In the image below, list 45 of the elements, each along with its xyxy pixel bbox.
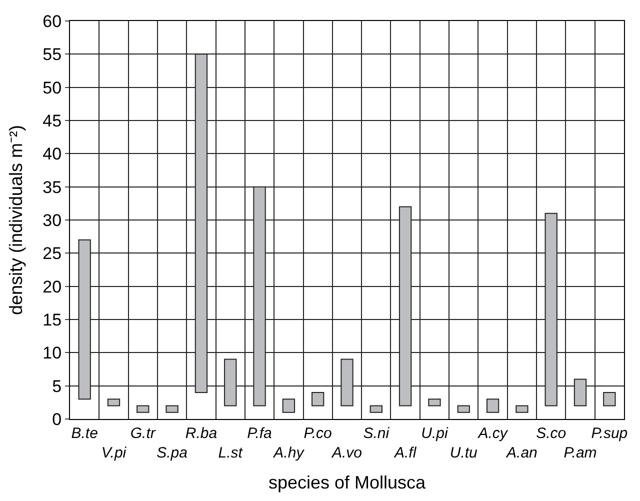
y-tick-label: 35 [42,178,62,197]
y-tick-label: 10 [42,344,62,363]
y-tick-label: 40 [42,144,62,164]
bar [516,405,528,413]
x-tick-label: S.pa [156,444,188,462]
x-axis-title: species of Mollusca [268,472,427,493]
x-tick-label: P.fa [247,425,272,442]
x-tick-label: A.fl [393,444,417,462]
y-tick-label: 15 [42,310,62,330]
x-tick-label: R.ba [185,425,218,442]
bar [166,405,178,413]
bar [457,405,470,413]
x-tick-label: U.pi [421,425,448,442]
y-tick-label: 0 [52,410,62,429]
bar [428,398,441,406]
x-tick-label: U.tu [450,444,478,462]
x-tick-label: P.sup [591,425,628,442]
x-tick-label: L.st [218,444,244,462]
y-axis-title: density (individuals m⁻²) [6,124,26,316]
bar [282,398,296,413]
bar [312,392,324,406]
x-tick-label: S.ni [363,425,390,442]
x-tick-label: A.vo [330,444,362,462]
y-tick-label: 60 [42,12,62,31]
x-tick-label: P.co [304,425,332,442]
y-tick-label: 55 [42,45,62,64]
x-tick-label: P.am [564,444,597,462]
x-tick-label: S.co [536,425,566,442]
x-tick-label: A.cy [477,425,509,442]
x-tick-label: A.an [506,444,538,462]
bar [486,398,500,413]
x-tick-label: B.te [71,425,98,442]
y-tick-label: 20 [42,277,62,296]
x-tick-label: G.tr [130,425,156,442]
bar [136,405,150,413]
x-tick-label: A.hy [272,444,306,462]
y-tick-label: 50 [42,78,62,98]
bar [603,392,616,406]
bar [107,398,120,406]
bar [370,405,382,413]
y-tick-label: 30 [42,210,62,230]
y-tick-label: 45 [42,111,62,130]
y-tick-label: 5 [52,376,62,396]
x-tick-label: V.pi [101,444,127,462]
y-tick-label: 25 [42,244,62,264]
